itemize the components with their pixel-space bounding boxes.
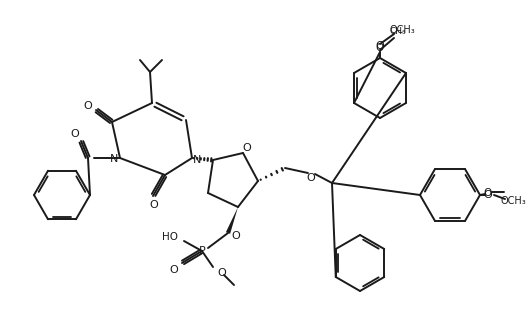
- Text: O: O: [484, 188, 492, 198]
- Text: O: O: [376, 41, 384, 51]
- Text: N: N: [193, 155, 201, 165]
- Polygon shape: [226, 207, 238, 234]
- Text: O: O: [232, 231, 241, 241]
- Text: OCH₃: OCH₃: [500, 196, 526, 206]
- Text: O: O: [170, 265, 179, 275]
- Text: O: O: [307, 173, 315, 183]
- Text: N: N: [110, 154, 118, 164]
- Text: HO: HO: [162, 232, 178, 242]
- Text: O: O: [376, 43, 384, 53]
- Text: O: O: [243, 143, 251, 153]
- Text: O: O: [218, 268, 226, 278]
- Text: O: O: [84, 101, 92, 111]
- Text: P: P: [199, 246, 206, 256]
- Text: O: O: [483, 190, 492, 200]
- Text: O: O: [70, 129, 80, 139]
- Text: OCH₃: OCH₃: [389, 25, 415, 35]
- Text: CH₃: CH₃: [390, 28, 407, 36]
- Text: O: O: [149, 200, 158, 210]
